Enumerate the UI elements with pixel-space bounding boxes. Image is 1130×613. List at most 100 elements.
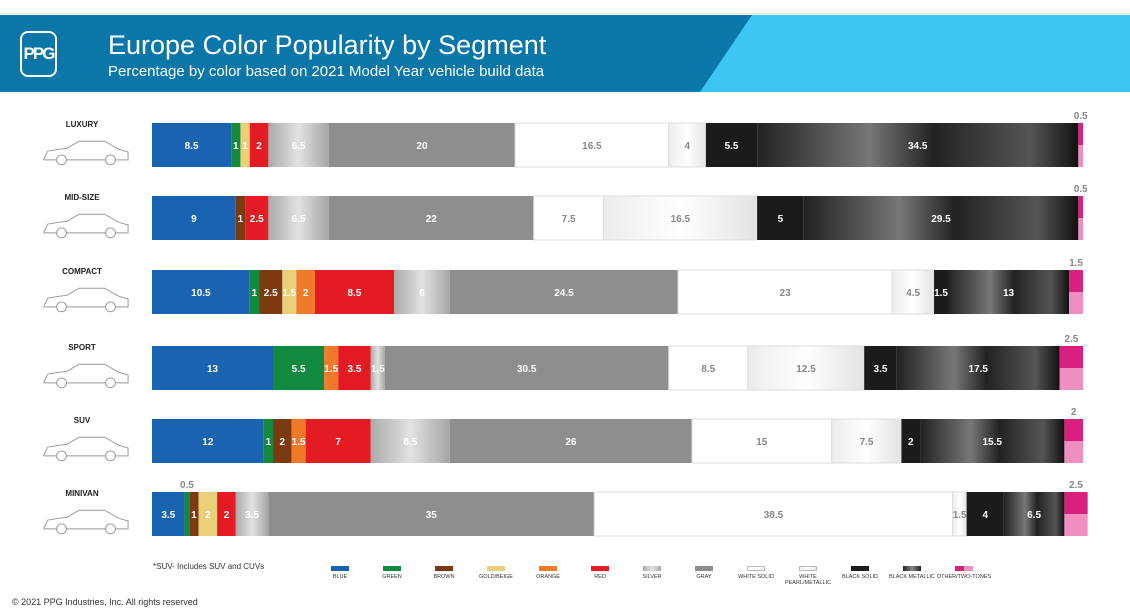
- legend-swatch: [643, 566, 661, 571]
- bar-segment: [449, 270, 679, 314]
- data-label: 1.5: [324, 364, 338, 375]
- legend-swatch: [799, 566, 817, 571]
- bar-segment: [677, 269, 893, 315]
- legend-item: WHITE PEARL/METALLIC: [778, 566, 838, 586]
- legend-label: GOLD/BEIGE: [479, 574, 513, 580]
- bar-segment: [370, 419, 450, 463]
- data-label: 1.5: [1069, 258, 1083, 269]
- data-label: 6.5: [292, 141, 306, 152]
- data-label: 3.5: [874, 364, 888, 375]
- bar-segment: [291, 419, 306, 463]
- bar-segment: [338, 346, 371, 390]
- data-label: 1.5: [292, 437, 306, 448]
- bar-segment: [249, 270, 260, 314]
- legend-item: BLACK SOLID: [830, 566, 890, 580]
- bar-segment: [189, 492, 199, 536]
- bar-segment: [920, 419, 1065, 463]
- legend-swatch: [903, 566, 921, 571]
- bar-segment: [1078, 123, 1083, 167]
- bar-segment: [934, 270, 949, 314]
- data-label: 16.5: [582, 141, 602, 152]
- data-label: 10.5: [191, 288, 211, 299]
- car-icon: [43, 140, 129, 166]
- data-label: 5.5: [725, 141, 739, 152]
- header-band-dark: [0, 15, 752, 92]
- data-label: 4: [685, 141, 691, 152]
- data-label: 3.5: [245, 510, 259, 521]
- bar-segment: [324, 346, 339, 390]
- segment-label: SUV: [73, 416, 91, 425]
- legend-label: ORANGE: [536, 574, 560, 580]
- bar-segment: [184, 492, 190, 536]
- data-label: 6.5: [1027, 510, 1041, 521]
- data-label: 5.5: [292, 364, 306, 375]
- data-label: 34.5: [908, 141, 928, 152]
- bar-segment: [803, 196, 1079, 240]
- bar-segment: [1059, 346, 1083, 390]
- data-label: 3.5: [348, 364, 362, 375]
- data-label: 1.5: [953, 510, 967, 521]
- car-icon: [43, 509, 129, 535]
- bar-segment: [1064, 419, 1083, 463]
- data-label: 9: [191, 214, 197, 225]
- data-label: 17.5: [969, 364, 989, 375]
- bar-segment: [198, 492, 218, 536]
- legend-item: BROWN: [414, 566, 474, 580]
- legend-label: GRAY: [696, 574, 712, 580]
- bar-segment: [328, 123, 516, 167]
- bar-segment: [273, 346, 325, 390]
- bar-segment: [235, 492, 269, 536]
- segment-label: COMPACT: [62, 267, 102, 276]
- data-label: 4.5: [906, 288, 920, 299]
- legend-item: ORANGE: [518, 566, 578, 580]
- data-label: 12.5: [796, 364, 816, 375]
- bar-segment: [1003, 492, 1065, 536]
- data-label: 1: [252, 288, 258, 299]
- bar-segment: [1069, 270, 1083, 314]
- bar-segment: [217, 492, 236, 536]
- data-label: 13: [207, 364, 219, 375]
- legend-item: GREEN: [362, 566, 422, 580]
- segment-label: LUXURY: [65, 120, 99, 129]
- data-label: 15.5: [982, 437, 1002, 448]
- car-icon: [43, 287, 129, 313]
- data-label: 2: [256, 141, 262, 152]
- data-label: 1.5: [371, 364, 385, 375]
- data-label: 20: [416, 141, 428, 152]
- legend-swatch: [955, 566, 973, 571]
- data-label: 35: [426, 510, 438, 521]
- legend-item: RED: [570, 566, 630, 580]
- legend-swatch: [539, 566, 557, 571]
- bar-segment: [152, 492, 185, 536]
- legend-label: WHITE SOLID: [738, 574, 774, 580]
- data-label: 30.5: [517, 364, 537, 375]
- data-label: 23: [780, 288, 792, 299]
- data-label: 2: [1071, 407, 1077, 418]
- car-icon: [43, 213, 129, 239]
- data-label: 1: [266, 437, 272, 448]
- bar-segment: [593, 491, 954, 537]
- data-label: 0.5: [1074, 111, 1088, 122]
- legend-item: GRAY: [674, 566, 734, 580]
- bar-segment: [314, 270, 395, 314]
- legend-label: BROWN: [433, 574, 455, 580]
- data-label: 4: [982, 510, 988, 521]
- legend-swatch: [487, 566, 505, 571]
- bar-segment: [249, 123, 269, 167]
- bar-segment: [668, 345, 749, 391]
- data-label: 0.5: [1074, 184, 1088, 195]
- ppg-logo: PPG: [20, 31, 57, 77]
- legend-swatch: [695, 566, 713, 571]
- data-label: 2.5: [1064, 334, 1078, 345]
- data-label: 5: [778, 214, 784, 225]
- legend-swatch: [747, 566, 765, 571]
- data-label: 8.5: [185, 141, 199, 152]
- legend-swatch: [591, 566, 609, 571]
- data-label: 7.5: [860, 437, 874, 448]
- legend-item: OTHER/TWO-TONES: [934, 566, 994, 580]
- bar-segment: [152, 419, 264, 463]
- bar-segment: [891, 269, 935, 315]
- bar-segment: [831, 418, 902, 464]
- car-icon: [43, 363, 129, 389]
